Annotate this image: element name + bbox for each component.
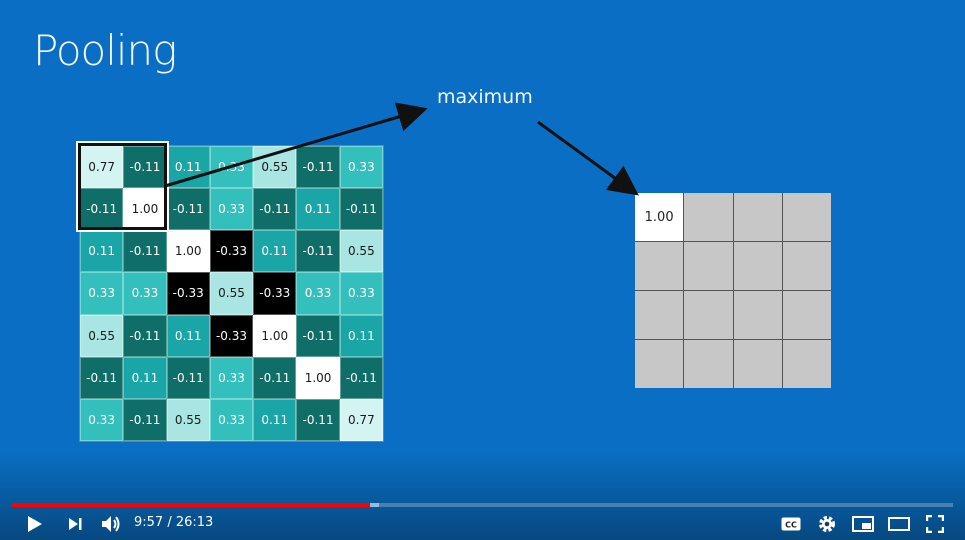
input-cell: -0.11: [123, 146, 167, 189]
input-cell: -0.11: [253, 356, 297, 399]
input-cell: 0.77: [339, 398, 383, 441]
input-cell: -0.11: [296, 146, 340, 189]
progress-bar[interactable]: [12, 503, 953, 507]
output-cell: [733, 193, 782, 241]
input-cell: -0.33: [209, 230, 254, 273]
input-cell: 0.55: [339, 230, 383, 273]
output-cell: [684, 193, 733, 241]
output-cell: [635, 242, 684, 290]
settings-button[interactable]: [815, 512, 839, 536]
input-cell: -0.11: [296, 314, 340, 357]
volume-icon: [102, 516, 120, 532]
pooled-output-map: 1.00: [635, 193, 831, 388]
input-cell: 0.33: [339, 272, 383, 315]
output-cell: [733, 242, 782, 290]
input-cell: 0.11: [253, 398, 297, 441]
input-cell: 0.11: [123, 356, 167, 399]
input-cell: 0.77: [80, 146, 124, 189]
output-cell: [684, 242, 733, 290]
input-cell: -0.11: [166, 188, 210, 231]
output-cell: [635, 291, 684, 339]
next-button[interactable]: [64, 512, 86, 536]
output-cell: [782, 291, 831, 339]
input-cell: 0.55: [166, 398, 210, 441]
input-cell: -0.33: [166, 272, 210, 315]
input-cell: -0.33: [253, 272, 297, 315]
captions-button[interactable]: CC: [779, 512, 803, 536]
input-cell: 0.11: [296, 188, 340, 231]
input-cell: 0.11: [80, 230, 124, 273]
input-cell: -0.11: [123, 398, 167, 441]
fullscreen-icon: [926, 515, 944, 533]
arrow-to-output: [537, 120, 639, 196]
input-cell: 0.33: [209, 188, 254, 231]
play-icon: [28, 516, 42, 532]
input-cell: -0.11: [123, 314, 167, 357]
miniplayer-button[interactable]: [850, 512, 876, 536]
output-cell: [635, 340, 684, 388]
output-cell: [684, 340, 733, 388]
input-cell: 1.00: [296, 356, 340, 399]
input-cell: -0.11: [253, 188, 297, 231]
output-cell: [782, 340, 831, 388]
input-feature-map: 0.77-0.110.110.330.55-0.110.33-0.111.00-…: [80, 146, 383, 441]
input-cell: 0.33: [80, 398, 124, 441]
output-cell: [782, 193, 831, 241]
input-cell: 0.11: [253, 230, 297, 273]
fullscreen-button[interactable]: [922, 512, 948, 536]
input-cell: -0.11: [339, 356, 383, 399]
input-cell: 0.11: [166, 314, 210, 357]
input-cell: -0.11: [166, 356, 210, 399]
svg-text:CC: CC: [785, 521, 797, 530]
input-cell: 0.55: [80, 314, 124, 357]
next-icon: [69, 518, 82, 530]
input-cell: 0.33: [209, 398, 254, 441]
output-cell: [733, 291, 782, 339]
input-cell: 0.33: [209, 356, 254, 399]
controls-overlay: [0, 450, 965, 540]
maximum-label: maximum: [437, 86, 533, 108]
input-cell: -0.11: [123, 230, 167, 273]
played-bar: [12, 503, 370, 507]
arrow-to-maximum: [164, 102, 428, 188]
output-cell: 1.00: [635, 193, 684, 241]
input-cell: 0.33: [296, 272, 340, 315]
input-cell: -0.33: [209, 314, 254, 357]
input-cell: 0.55: [253, 146, 297, 189]
output-cell: [684, 291, 733, 339]
input-cell: 0.33: [123, 272, 167, 315]
input-cell: -0.11: [296, 230, 340, 273]
theater-icon: [888, 517, 910, 531]
captions-icon: CC: [781, 517, 801, 531]
output-cell: [782, 242, 831, 290]
output-cell: [733, 340, 782, 388]
settings-icon: [819, 516, 835, 532]
time-display: 9:57 / 26:13: [134, 515, 214, 530]
input-cell: 1.00: [166, 230, 210, 273]
volume-button[interactable]: [98, 512, 124, 536]
slide-title: Pooling: [33, 26, 177, 75]
input-cell: 0.33: [339, 146, 383, 189]
input-cell: 0.11: [339, 314, 383, 357]
input-cell: 1.00: [253, 314, 297, 357]
input-cell: 0.55: [209, 272, 254, 315]
play-button[interactable]: [22, 512, 46, 536]
input-cell: 0.11: [166, 146, 210, 189]
theater-button[interactable]: [886, 512, 912, 536]
input-cell: -0.11: [80, 356, 124, 399]
input-cell: -0.11: [339, 188, 383, 231]
input-cell: 0.33: [80, 272, 124, 315]
miniplayer-icon: [852, 516, 874, 532]
input-cell: -0.11: [296, 398, 340, 441]
